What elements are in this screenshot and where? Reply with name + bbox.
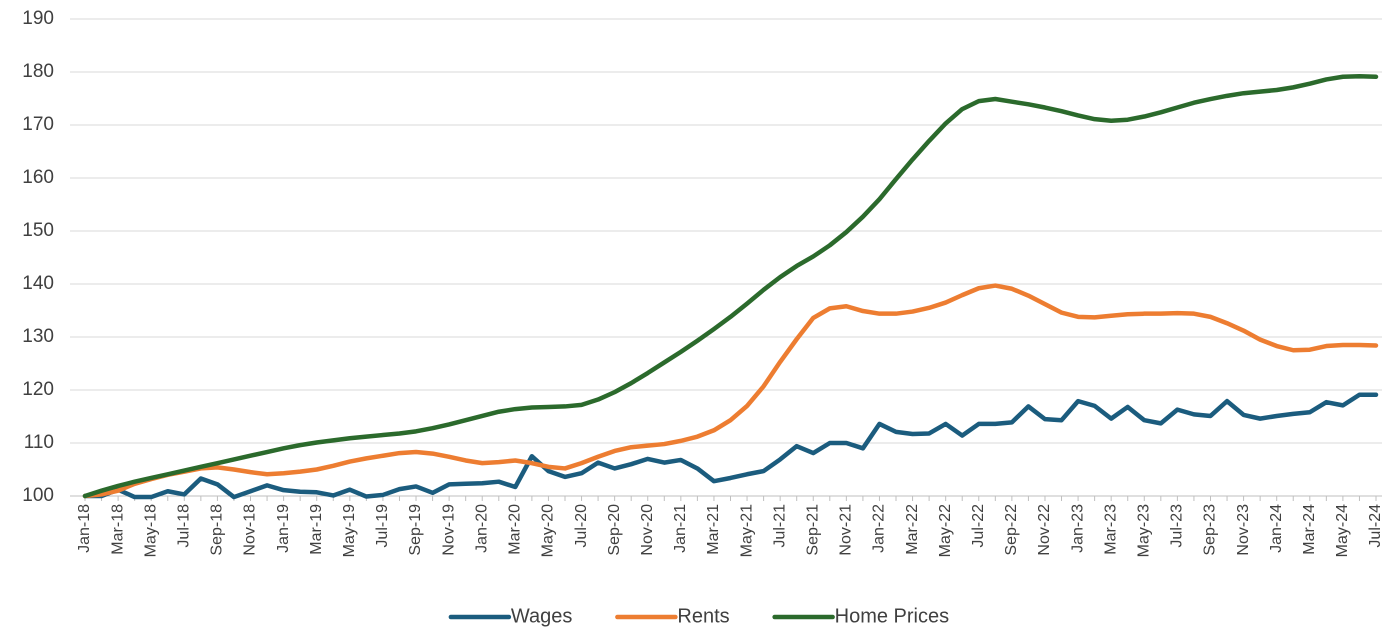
y-tick-label: 160 — [22, 167, 54, 188]
x-tick-label: Nov-21 — [838, 504, 855, 556]
y-tick-label: 120 — [22, 379, 54, 400]
x-tick-label: May-18 — [142, 504, 159, 557]
legend-label: Home Prices — [835, 605, 949, 627]
x-tick-label: Jul-20 — [573, 504, 590, 548]
x-tick-label: Jan-24 — [1268, 504, 1285, 553]
x-tick-label: May-21 — [738, 504, 755, 557]
series-line — [82, 392, 1379, 500]
x-tick-label: Jan-23 — [1069, 504, 1086, 553]
x-tick-label: Nov-19 — [440, 504, 457, 556]
y-tick-label: 130 — [22, 326, 54, 347]
y-tick-label: 140 — [22, 273, 54, 294]
x-tick-label: Jan-22 — [871, 504, 888, 553]
x-tick-label: Sep-20 — [606, 504, 623, 556]
x-tick-label: Mar-19 — [308, 504, 325, 555]
x-tick-label: May-20 — [540, 504, 557, 557]
legend-label: Wages — [511, 605, 573, 627]
x-tick-label: Nov-22 — [1036, 504, 1053, 556]
y-tick-label: 100 — [22, 485, 54, 506]
x-tick-label: Sep-22 — [1003, 504, 1020, 556]
y-tick-label: 180 — [22, 61, 54, 82]
y-tick-label: 110 — [24, 432, 54, 453]
legend-label: Rents — [677, 605, 729, 627]
x-tick-label: Mar-18 — [109, 504, 126, 555]
y-tick-label: 170 — [22, 114, 54, 135]
x-tick-label: Sep-23 — [1202, 504, 1219, 556]
x-tick-label: Mar-21 — [705, 504, 722, 555]
x-tick-label: Jan-19 — [275, 504, 292, 553]
x-tick-label: Jul-21 — [771, 504, 788, 548]
x-tick-label: Mar-23 — [1102, 504, 1119, 555]
x-tick-label: Jan-18 — [76, 504, 93, 553]
x-tick-label: May-19 — [341, 504, 358, 557]
x-tick-label: Jul-18 — [176, 504, 193, 548]
x-tick-label: Jul-23 — [1169, 504, 1186, 548]
series-line — [82, 73, 1379, 499]
x-tick-label: Mar-22 — [904, 504, 921, 555]
x-tick-label: May-24 — [1334, 504, 1351, 557]
x-tick-label: Jul-22 — [970, 504, 987, 548]
x-tick-label: Jul-19 — [374, 504, 391, 548]
x-tick-label: Sep-19 — [407, 504, 424, 556]
x-tick-label: Nov-23 — [1235, 504, 1252, 556]
x-tick-label: May-22 — [937, 504, 954, 557]
x-tick-label: Sep-18 — [209, 504, 226, 556]
x-tick-label: Sep-21 — [804, 504, 821, 556]
x-tick-label: Jan-20 — [473, 504, 490, 553]
y-tick-label: 150 — [22, 220, 54, 241]
x-tick-label: Nov-20 — [639, 504, 656, 556]
x-tick-label: Nov-18 — [242, 504, 259, 556]
x-tick-label: May-23 — [1136, 504, 1153, 557]
x-tick-label: Mar-24 — [1301, 504, 1318, 555]
series-line — [82, 283, 1379, 499]
x-tick-label: Mar-20 — [507, 504, 524, 555]
x-tick-label: Jul-24 — [1367, 504, 1384, 548]
y-tick-label: 190 — [22, 8, 54, 29]
x-tick-label: Jan-21 — [672, 504, 689, 553]
